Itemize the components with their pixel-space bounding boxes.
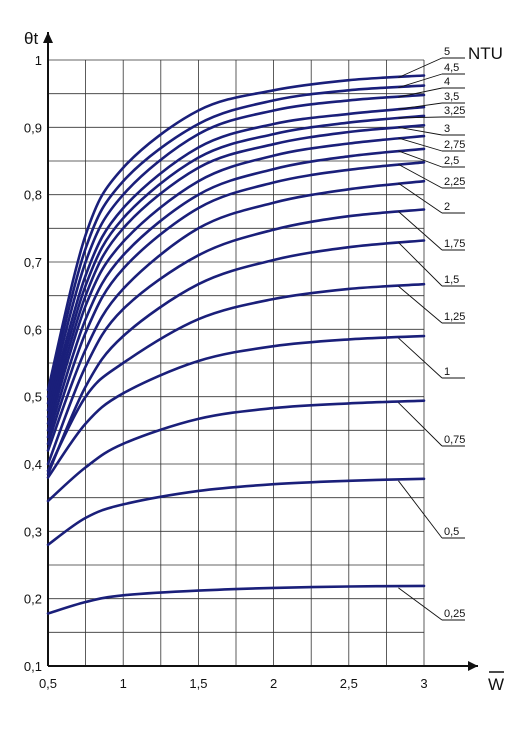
x-axis-arrow (468, 661, 478, 671)
ntu-curve (46, 239, 426, 476)
ntu-label: 3 (444, 123, 450, 135)
leader-line (398, 87, 443, 98)
leader-line (398, 73, 443, 89)
leader-line (398, 242, 443, 287)
y-axis-arrow (43, 32, 53, 43)
leader-line (398, 102, 443, 110)
ntu-label: 0,5 (444, 526, 459, 538)
ntu-label: 5 (444, 46, 450, 58)
leader-line (398, 402, 443, 447)
ntu-label: 1 (444, 366, 450, 378)
leader-line (398, 182, 443, 214)
x-tick-label: 1,5 (189, 676, 207, 691)
ntu-label: 1,75 (444, 238, 465, 250)
ntu-curve (46, 282, 426, 472)
tick-labels: 0,5 1 1,5 2 2,5 3 0,1 0,2 0,3 0,4 0,5 0,6 0,7 0,8 0,9 1 (24, 53, 428, 691)
curves (46, 74, 426, 615)
leader-line (398, 137, 443, 152)
leader-line (398, 587, 443, 621)
ntu-label: 0,75 (444, 434, 465, 446)
x-axis-title: W (488, 675, 504, 694)
ntu-label: 2 (444, 201, 450, 213)
ntu-curve (46, 93, 426, 405)
axes (43, 32, 478, 671)
ntu-label: 2,25 (444, 176, 465, 188)
ntu-label: 1,5 (444, 274, 459, 286)
leader-line (398, 57, 443, 78)
leader-line (398, 150, 443, 168)
leader-line (398, 126, 443, 136)
grid (47, 59, 425, 667)
ntu-curve (46, 105, 426, 412)
leader-line (398, 163, 443, 189)
x-tick-label: 2 (270, 676, 277, 691)
x-tick-label: 3 (420, 676, 427, 691)
ntu-curve (46, 179, 426, 452)
ntu-curve (46, 84, 426, 398)
ntu-label: 4 (444, 76, 450, 88)
leader-line (398, 285, 443, 324)
ntu-curve (46, 134, 426, 432)
y-tick-label: 0,4 (24, 457, 42, 472)
x-tick-label: 1 (120, 676, 127, 691)
ntu-curve (46, 477, 426, 547)
y-tick-label: 0,8 (24, 188, 42, 203)
ntu-label: 1,25 (444, 311, 465, 323)
ntu-label: 3,5 (444, 91, 459, 103)
ntu-labels: 5 4,5 4 3,5 3,25 3 2,75 2,5 2,25 2 1,75 1,5 1,25 1 0,7… (398, 46, 465, 621)
ntu-curve (46, 161, 426, 446)
y-tick-label: 0,5 (24, 390, 42, 405)
y-tick-label: 0,6 (24, 322, 42, 337)
ntu-curve (46, 584, 426, 615)
ntu-label: 0,25 (444, 608, 465, 620)
ntu-curve (46, 208, 426, 466)
x-tick-label: 2,5 (340, 676, 358, 691)
y-tick-label: 1 (35, 53, 42, 68)
ntu-label: 4,5 (444, 62, 459, 74)
y-tick-label: 0,3 (24, 524, 42, 539)
y-tick-label: 0,9 (24, 120, 42, 135)
legend-title: NTU (468, 44, 503, 63)
ntu-label: 3,25 (444, 105, 465, 117)
ntu-curve (46, 334, 426, 479)
y-axis-title: θt (24, 29, 38, 48)
ntu-curve (46, 124, 426, 425)
ntu-curve (46, 147, 426, 439)
leader-line (398, 116, 443, 119)
ntu-label: 2,75 (444, 139, 465, 151)
x-tick-label: 0,5 (39, 676, 57, 691)
leader-line (398, 337, 443, 379)
y-tick-label: 0,1 (24, 659, 42, 674)
ntu-curve (46, 114, 426, 419)
ntu-curve (46, 74, 426, 392)
leader-line (398, 211, 443, 251)
ntu-label: 2,5 (444, 155, 459, 167)
leader-line (398, 480, 443, 539)
y-tick-label: 0,2 (24, 592, 42, 607)
y-tick-label: 0,7 (24, 255, 42, 270)
ntu-curve (46, 399, 426, 503)
